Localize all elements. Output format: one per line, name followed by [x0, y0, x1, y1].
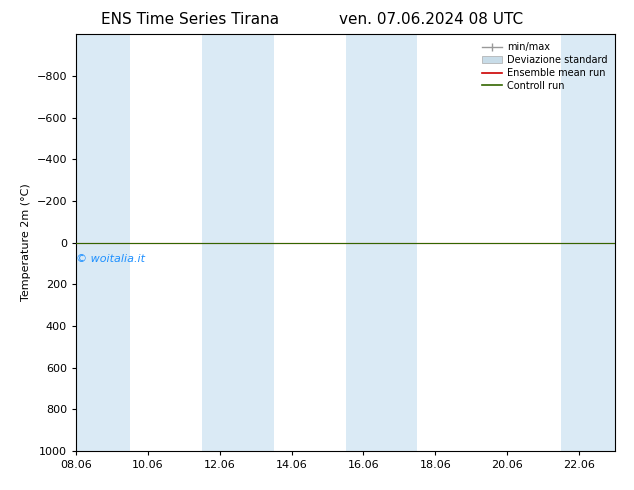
Bar — [202, 34, 274, 451]
Text: ven. 07.06.2024 08 UTC: ven. 07.06.2024 08 UTC — [339, 12, 523, 27]
Text: © woitalia.it: © woitalia.it — [77, 254, 145, 264]
Text: ENS Time Series Tirana: ENS Time Series Tirana — [101, 12, 279, 27]
Bar — [76, 34, 130, 451]
Y-axis label: Temperature 2m (°C): Temperature 2m (°C) — [21, 184, 31, 301]
Legend: min/max, Deviazione standard, Ensemble mean run, Controll run: min/max, Deviazione standard, Ensemble m… — [479, 39, 610, 94]
Bar — [561, 34, 615, 451]
Bar — [346, 34, 417, 451]
